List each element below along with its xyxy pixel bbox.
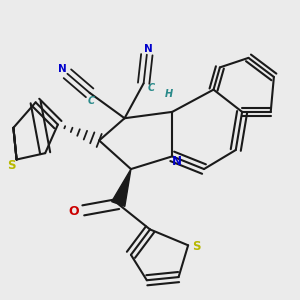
Text: H: H [165,89,173,99]
Text: C: C [88,96,95,106]
Text: C: C [148,83,155,93]
Text: S: S [8,159,16,172]
Text: N: N [172,154,182,168]
Text: N: N [58,64,67,74]
Polygon shape [112,169,131,206]
Text: N: N [144,44,153,54]
Text: S: S [192,240,200,254]
Text: O: O [68,206,79,218]
